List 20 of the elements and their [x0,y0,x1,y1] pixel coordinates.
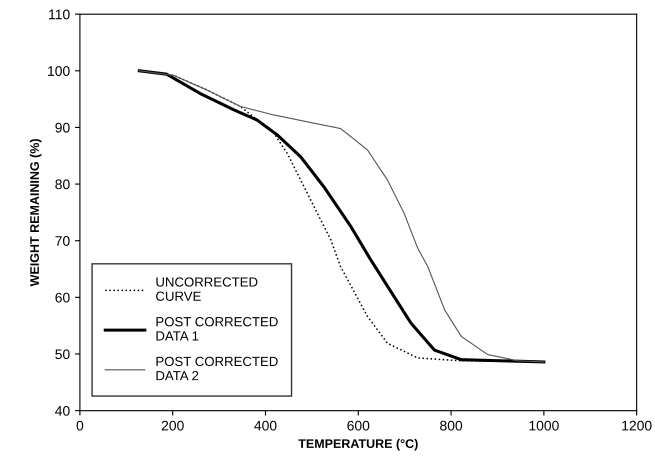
legend-label: POST CORRECTED DATA 1 [156,317,278,340]
x-tick-label: 800 [440,420,462,431]
x-tick-label: 0 [76,420,84,431]
y-tick-label: 70 [55,236,70,246]
y-axis-title: WEIGHT REMAINING (%) [30,139,42,286]
x-axis-title: TEMPERATURE (°C) [298,438,418,451]
x-tick-label: 400 [254,420,277,431]
y-tick-label: 40 [55,406,70,416]
y-tick-label: 110 [49,9,70,20]
y-tick-label: 50 [55,349,70,360]
x-tick-label: 600 [347,420,370,431]
y-tick-label: 100 [48,66,70,76]
legend-label: UNCORRECTED CURVE [156,277,258,301]
y-tick-label: 80 [55,179,70,190]
x-tick-label: 1000 [529,420,559,431]
legend-label: POST CORRECTED DATA 2 [156,356,278,380]
y-tick-label: 90 [55,122,70,133]
x-tick-label: 1200 [622,420,652,431]
y-tick-label: 60 [55,292,70,303]
x-tick-label: 200 [162,420,184,431]
